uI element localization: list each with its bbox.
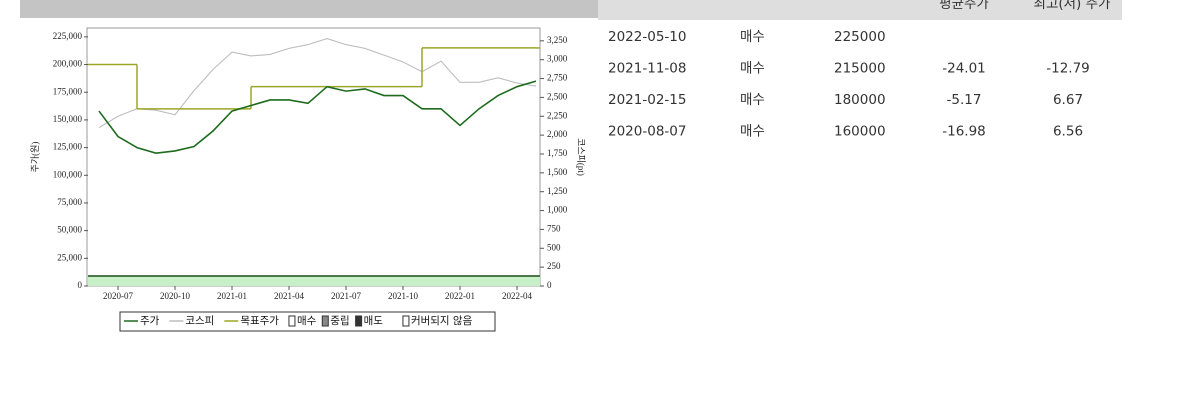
y-tick-label: 100,000 bbox=[53, 169, 83, 179]
table-cell: 2022-05-10 bbox=[608, 29, 686, 45]
y-tick-label: 0 bbox=[78, 280, 83, 290]
legend-label: 주가 bbox=[140, 315, 160, 327]
table-cell: 매수 bbox=[740, 61, 765, 77]
plot-frame bbox=[86, 27, 541, 287]
y-tick-label: 75,000 bbox=[57, 197, 82, 207]
legend-box-swatch bbox=[288, 315, 296, 327]
series-line bbox=[98, 80, 537, 154]
y-tick-label: 125,000 bbox=[53, 142, 83, 152]
legend-label: 중립 bbox=[330, 314, 349, 327]
legend-label: 목표주가 bbox=[240, 315, 279, 327]
legend-box-swatch bbox=[321, 315, 329, 327]
y-tick-label: 25,000 bbox=[57, 252, 82, 262]
legend-box-swatch bbox=[355, 315, 363, 327]
y-tick-label: 50,000 bbox=[57, 225, 82, 235]
legend-box bbox=[119, 311, 496, 332]
table-cell: 매수 bbox=[740, 124, 765, 140]
table-cell: 2021-11-08 bbox=[608, 61, 686, 77]
rating-band bbox=[88, 276, 540, 286]
legend: 주가 코스피 목표주가 매수 중립 매도 커버되지 않음 bbox=[124, 314, 473, 327]
table-header: 평균주가 bbox=[939, 0, 989, 12]
y2-tick-label: 2,250 bbox=[547, 110, 568, 120]
series-line bbox=[98, 37, 537, 129]
header-bar bbox=[20, 0, 598, 18]
legend-label: 커버되지 않음 bbox=[411, 315, 473, 327]
table-cell: 215000 bbox=[834, 61, 886, 77]
x-tick-label: 2021-07 bbox=[331, 291, 361, 301]
table: 평균주가 최고(저) 주가 2022-05-10 매수 225000 2021-11-08… bbox=[608, 0, 1110, 140]
table-header-bar bbox=[598, 0, 1122, 20]
table-cell: 2021-02-15 bbox=[608, 92, 686, 108]
y2-tick-label: 3,250 bbox=[547, 35, 568, 45]
x-tick-label: 2021-04 bbox=[274, 291, 304, 301]
y2-tick-label: 2,500 bbox=[547, 91, 568, 101]
x-tick-label: 2020-07 bbox=[103, 291, 133, 301]
table-cell: 6.56 bbox=[1053, 124, 1083, 140]
y2-axis-title: 코스피(pt) bbox=[576, 138, 586, 176]
y2-tick-label: 2,750 bbox=[547, 73, 568, 83]
y2-tick-label: 0 bbox=[547, 280, 552, 290]
y2-tick-label: 1,500 bbox=[547, 167, 568, 177]
x-tick-label: 2021-01 bbox=[217, 291, 247, 301]
x-tick-label: 2022-04 bbox=[502, 291, 532, 301]
y-axis-title: 주가(원) bbox=[30, 142, 40, 173]
table-cell: 6.67 bbox=[1053, 92, 1083, 108]
y2-tick-label: 2,000 bbox=[547, 129, 568, 139]
legend-box-swatch bbox=[402, 315, 410, 327]
y-tick-label: 175,000 bbox=[53, 86, 83, 96]
y2-tick-label: 500 bbox=[547, 242, 561, 252]
table-cell: 2020-08-07 bbox=[608, 124, 686, 140]
y2-tick-label: 1,000 bbox=[547, 205, 568, 215]
y-tick-label: 225,000 bbox=[53, 31, 83, 41]
table-cell: 225000 bbox=[834, 29, 886, 45]
y2-tick-label: 250 bbox=[547, 261, 561, 271]
table-cell: 160000 bbox=[834, 124, 886, 140]
table-cell: -12.79 bbox=[1046, 61, 1090, 77]
x-tick-label: 2022-01 bbox=[445, 291, 475, 301]
y2-tick-label: 1,750 bbox=[547, 148, 568, 158]
table-cell: 매수 bbox=[740, 29, 765, 45]
table-header: 최고(저) 주가 bbox=[1034, 0, 1111, 12]
y2-tick-label: 750 bbox=[547, 223, 561, 233]
table-cell: -5.17 bbox=[947, 92, 982, 108]
legend-label: 매도 bbox=[364, 315, 384, 327]
table-cell: 매수 bbox=[740, 92, 765, 108]
y2-tick-label: 3,000 bbox=[547, 54, 568, 64]
y-tick-label: 150,000 bbox=[53, 114, 83, 124]
table-cell: -24.01 bbox=[942, 61, 986, 77]
table-cell: -16.98 bbox=[942, 124, 986, 140]
table-cell: 180000 bbox=[834, 92, 886, 108]
legend-label: 코스피 bbox=[185, 315, 214, 327]
x-tick-label: 2020-10 bbox=[160, 291, 190, 301]
x-tick-label: 2021-10 bbox=[388, 291, 418, 301]
y2-tick-label: 1,250 bbox=[547, 186, 568, 196]
y-tick-label: 200,000 bbox=[53, 59, 83, 69]
legend-label: 매수 bbox=[297, 315, 317, 327]
